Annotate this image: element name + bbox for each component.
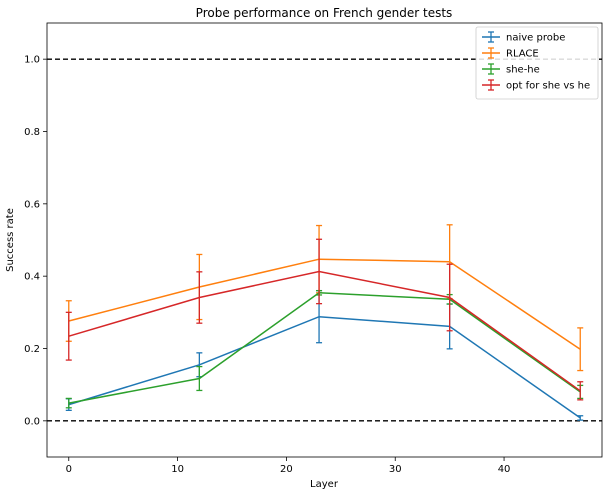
legend-label-rlace: RLACE bbox=[506, 49, 539, 60]
legend-label-naive-probe: naive probe bbox=[506, 33, 565, 44]
plot-area: 0 10 20 30 40 0.0 0.2 0.4 0.6 0.8 1.0 naive probe RL… bbox=[24, 22, 603, 475]
y-tick-label-0: 0.0 bbox=[24, 416, 40, 427]
y-tick-label-3: 0.6 bbox=[24, 199, 40, 210]
y-tick-label-4: 0.8 bbox=[24, 127, 40, 138]
x-axis-title: Layer bbox=[310, 479, 339, 490]
x-tick-label-3: 30 bbox=[389, 464, 402, 475]
x-tick-label-1: 10 bbox=[171, 464, 184, 475]
y-axis-title: Success rate bbox=[5, 208, 16, 272]
series-line-she-he bbox=[68, 292, 581, 404]
y-tick-label-2: 0.4 bbox=[24, 272, 40, 283]
legend-label-opt-for-she-vs-he: opt for she vs he bbox=[506, 81, 590, 92]
plot-frame bbox=[46, 22, 603, 458]
series-line-opt-for-she-vs-he bbox=[68, 270, 581, 392]
x-tick-label-4: 40 bbox=[498, 464, 511, 475]
x-tick-label-2: 20 bbox=[280, 464, 293, 475]
y-tick-label-5: 1.0 bbox=[24, 55, 40, 66]
chart-title: Probe performance on French gender tests bbox=[196, 6, 453, 20]
series-line-naive-probe bbox=[68, 315, 581, 419]
legend-box bbox=[475, 26, 599, 100]
y-tick-label-1: 0.2 bbox=[24, 344, 40, 355]
x-tick-label-0: 0 bbox=[66, 464, 72, 475]
legend-label-she-he: she-he bbox=[506, 65, 540, 76]
